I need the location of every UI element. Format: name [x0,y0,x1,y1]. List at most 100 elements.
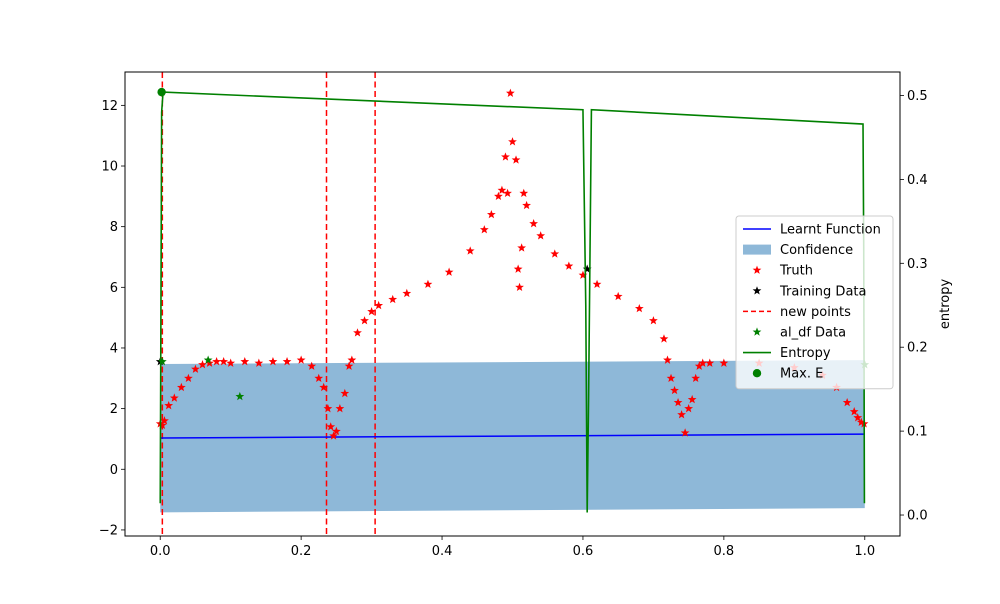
truth-point [157,420,167,430]
truth-point [670,385,679,395]
truth-point [550,249,560,258]
truth-point [360,316,369,325]
legend-item-confidence: Confidence [743,243,853,258]
legend-label: Training Data [779,284,866,299]
legend-item-truth: Truth [752,264,813,279]
truth-point [515,282,524,292]
training-data-layer [155,264,592,366]
truth-point [319,382,329,392]
truth-point [388,294,398,304]
y-right-axis-ticks: 0.0 0.1 0.2 0.3 0.4 0.5 [900,89,928,524]
truth-point [705,358,715,367]
truth-point [367,306,376,316]
truth-point [219,357,229,366]
max-e-layer [157,87,166,97]
y-right-tick-label: 0.5 [907,89,928,104]
legend-item-entropy: Entropy [743,346,831,361]
truth-point [465,246,475,255]
legend-label: Truth [779,264,813,279]
entropy-layer [159,91,866,513]
truth-point [856,417,866,426]
legend-swatch [752,286,762,295]
truth-point [719,358,729,367]
truth-point [564,261,574,270]
max-e-point [157,87,166,97]
truth-point [529,219,539,228]
legend-swatch [752,369,762,378]
truth-point [663,355,672,364]
y-right-axis-label: entropy [938,279,953,330]
truth-point [254,358,264,367]
y-right-tick-label: 0.3 [907,257,928,272]
truth-point [519,188,529,198]
legend: Learnt Function Confidence Truth Training D… [735,215,894,390]
legend-swatch [752,327,762,336]
truth-point [511,155,521,164]
legend-item-training: Training Data [752,284,866,299]
truth-point [335,404,345,413]
truth-point [842,397,852,407]
truth-point [353,328,362,337]
truth-point [592,279,602,289]
truth-point [698,358,708,367]
y-left-tick-label: 12 [101,99,118,114]
legend-label: al_df Data [780,326,846,341]
legend-box [735,215,894,390]
x-axis-ticks: 0.0 0.2 0.4 0.6 0.8 1.0 [150,536,875,559]
truth-point [666,373,676,383]
plot-frame [124,71,901,537]
new-points-layer [161,72,376,536]
truth-point [578,270,588,279]
truth-layer [155,88,869,440]
truth-point [508,137,517,146]
truth-point [191,364,200,373]
truth-point [494,191,503,201]
x-tick-label: 0.0 [150,544,171,559]
learnt-function-layer [160,433,865,439]
truth-point [326,422,336,431]
y-left-tick-label: 2 [110,402,118,417]
truth-point [226,358,236,367]
legend-label: Entropy [780,346,831,361]
truth-point [687,394,697,404]
y-left-tick-label: 8 [110,220,118,235]
truth-point [634,303,644,313]
truth-point [176,382,186,392]
legend-label: new points [780,305,851,320]
truth-point [649,316,658,325]
truth-point [344,361,354,370]
truth-point [853,413,863,422]
truth-point [240,357,250,366]
legend-item-max_e: Max. E [752,367,823,382]
training-data-point [582,264,592,273]
al-df-data-point [203,355,213,364]
entropy-line [159,91,866,513]
truth-point [268,357,278,366]
truth-point [347,355,357,364]
truth-point [680,428,690,437]
y-left-axis-ticks: −2 0 2 4 6 8 10 12 [99,99,125,538]
truth-point [340,388,350,398]
truth-point [282,357,292,366]
truth-point [691,373,701,383]
truth-point [522,200,531,210]
legend-swatch [752,265,762,274]
truth-point [212,357,221,366]
x-tick-label: 0.4 [432,544,453,559]
legend-item-new_points: new points [743,305,851,320]
truth-point [613,291,623,301]
truth-point [296,355,306,364]
y-left-tick-label: 0 [110,463,118,478]
truth-point [503,188,512,198]
truth-point [444,267,454,276]
truth-point [659,334,669,343]
x-tick-label: 0.6 [573,544,594,559]
legend-item-learnt: Learnt Function [743,223,881,238]
legend-label: Confidence [780,243,853,258]
legend-swatch [743,244,771,255]
truth-point [169,393,179,402]
truth-point [673,397,683,407]
truth-point [184,373,193,383]
